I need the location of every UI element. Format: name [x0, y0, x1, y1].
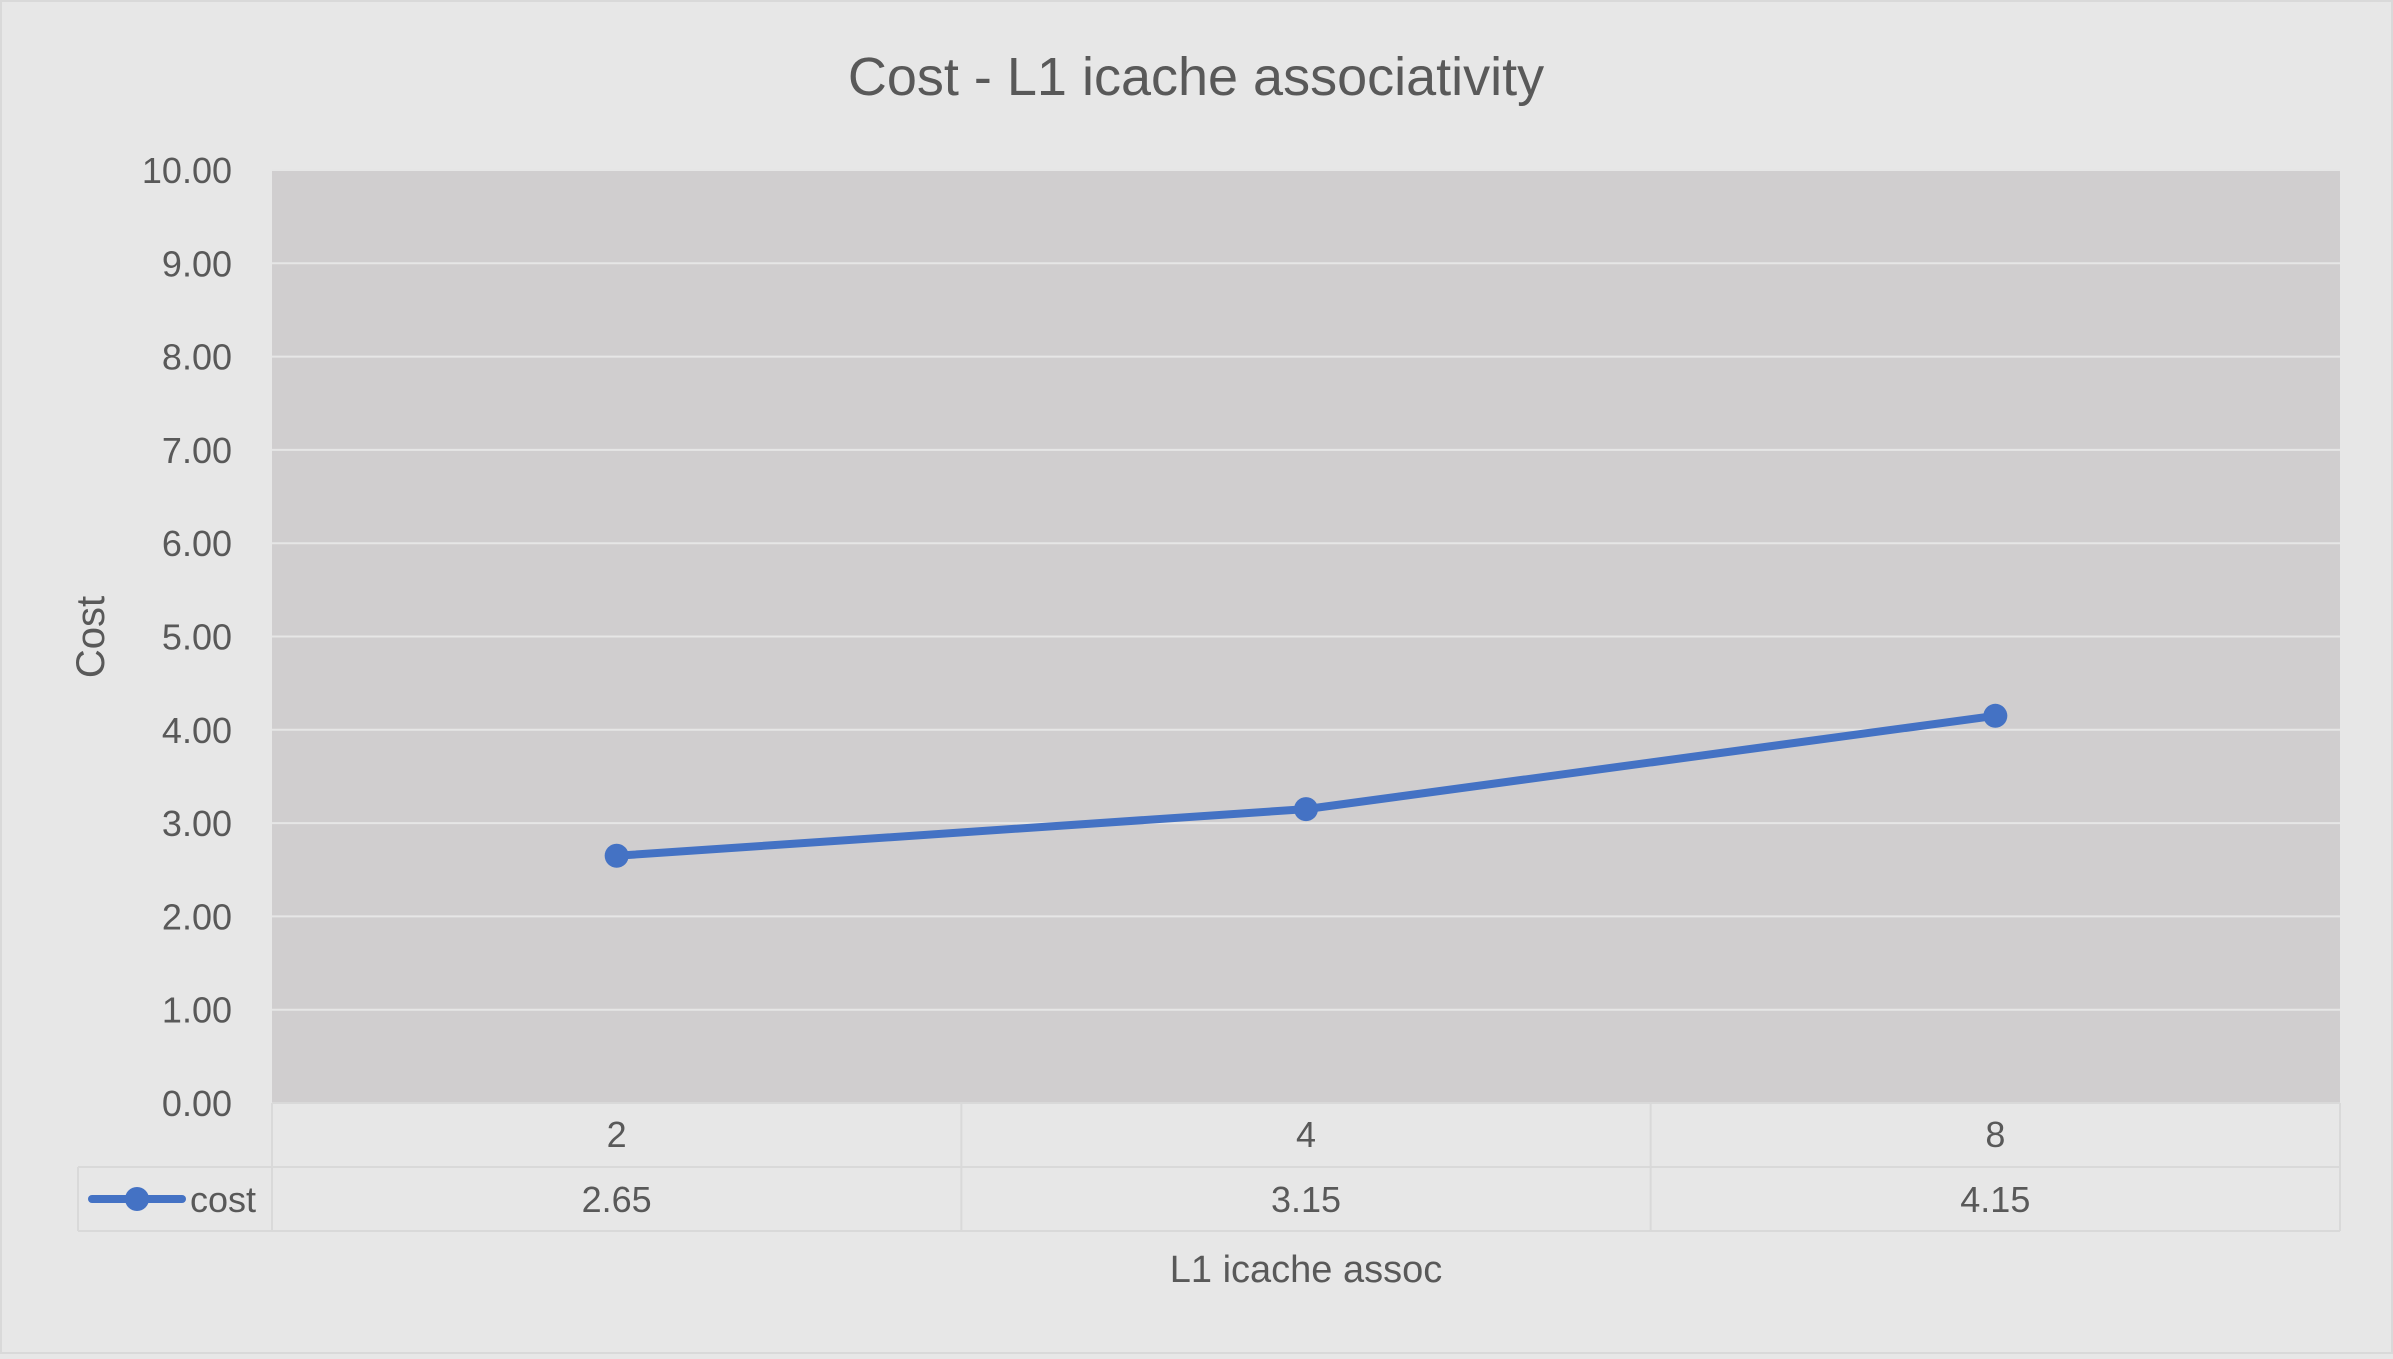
y-tick-label: 4.00: [162, 710, 232, 751]
y-tick-label: 2.00: [162, 896, 232, 937]
x-tick-label: 4: [1296, 1114, 1316, 1155]
series-cost: [604, 703, 2008, 868]
y-tick-label: 0.00: [162, 1083, 232, 1124]
data-table-value: 3.15: [1271, 1179, 1341, 1220]
y-tick-label: 1.00: [162, 990, 232, 1031]
y-tick-label: 8.00: [162, 337, 232, 378]
y-tick-label: 3.00: [162, 803, 232, 844]
x-tick-label: 8: [1985, 1114, 2005, 1155]
data-table: 2 4 8 cost 2.65 3.15 4.15: [77, 1102, 2341, 1232]
x-axis-label: L1 icache assoc: [1170, 1249, 1443, 1291]
y-tick-label: 5.00: [162, 617, 232, 658]
data-table-value: 2.65: [582, 1179, 652, 1220]
y-axis-tick-labels: 0.00 1.00 2.00 3.00 4.00 5.00 6.00 7.00 8.00 9.00…: [142, 150, 232, 1124]
y-tick-label: 9.00: [162, 243, 232, 284]
gridlines: [272, 169, 2340, 1104]
data-point: [1983, 703, 2008, 728]
x-tick-label: 2: [607, 1114, 627, 1155]
y-tick-label: 6.00: [162, 523, 232, 564]
data-point: [604, 843, 629, 868]
y-tick-label: 10.00: [142, 150, 232, 191]
legend-marker-swatch: [125, 1187, 149, 1211]
y-tick-label: 7.00: [162, 430, 232, 471]
legend-label: cost: [190, 1179, 256, 1220]
data-point: [1294, 797, 1318, 822]
chart-title: Cost - L1 icache associativity: [848, 47, 1544, 107]
data-table-value: 4.15: [1960, 1179, 2030, 1220]
y-axis-label: Cost: [69, 596, 113, 678]
